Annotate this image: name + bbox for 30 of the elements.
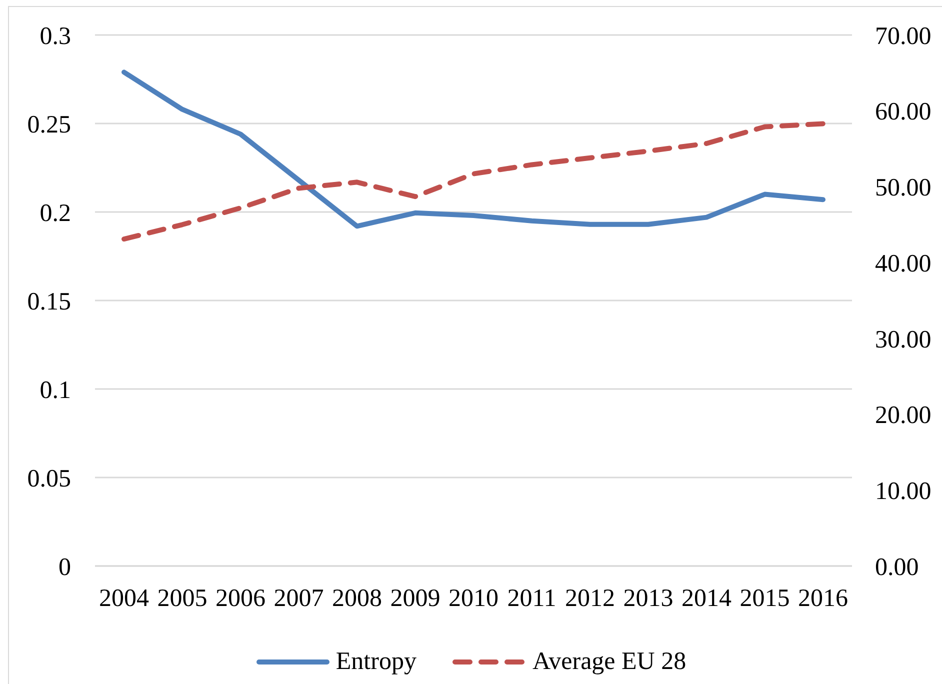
x-tick-label: 2011 bbox=[507, 584, 556, 612]
y2-tick-label: 60.00 bbox=[875, 98, 932, 126]
x-tick-label: 2007 bbox=[274, 584, 324, 612]
legend-label: Entropy bbox=[336, 648, 416, 676]
y2-tick-label: 50.00 bbox=[875, 174, 932, 202]
y-tick-label: 0 bbox=[58, 554, 71, 581]
y-tick-label: 0.25 bbox=[27, 111, 71, 138]
x-tick-label: 2014 bbox=[682, 584, 732, 612]
y2-tick-label: 0.00 bbox=[875, 554, 919, 581]
y-tick-label: 0.2 bbox=[40, 200, 71, 227]
y2-tick-label: 10.00 bbox=[875, 478, 932, 506]
x-tick-label: 2010 bbox=[448, 584, 498, 612]
x-tick-label: 2009 bbox=[390, 584, 440, 612]
x-tick-label: 2004 bbox=[99, 584, 150, 612]
y-tick-label: 0.05 bbox=[27, 465, 71, 492]
x-tick-label: 2005 bbox=[157, 584, 208, 612]
legend-label: Average EU 28 bbox=[532, 648, 686, 676]
x-tick-label: 2016 bbox=[798, 584, 848, 612]
x-tick-label: 2012 bbox=[565, 584, 615, 612]
y2-tick-label: 20.00 bbox=[875, 402, 932, 430]
y2-tick-label: 70.00 bbox=[875, 22, 932, 50]
x-tick-label: 2008 bbox=[332, 584, 382, 612]
y-tick-label: 0.15 bbox=[27, 288, 71, 316]
y2-tick-label: 40.00 bbox=[875, 250, 932, 278]
y2-tick-label: 30.00 bbox=[875, 326, 932, 354]
x-tick-label: 2013 bbox=[623, 584, 674, 612]
y-tick-label: 0.3 bbox=[40, 22, 71, 50]
y-tick-label: 0.1 bbox=[40, 376, 71, 404]
x-tick-label: 2015 bbox=[740, 584, 790, 612]
x-tick-label: 2006 bbox=[216, 584, 266, 612]
